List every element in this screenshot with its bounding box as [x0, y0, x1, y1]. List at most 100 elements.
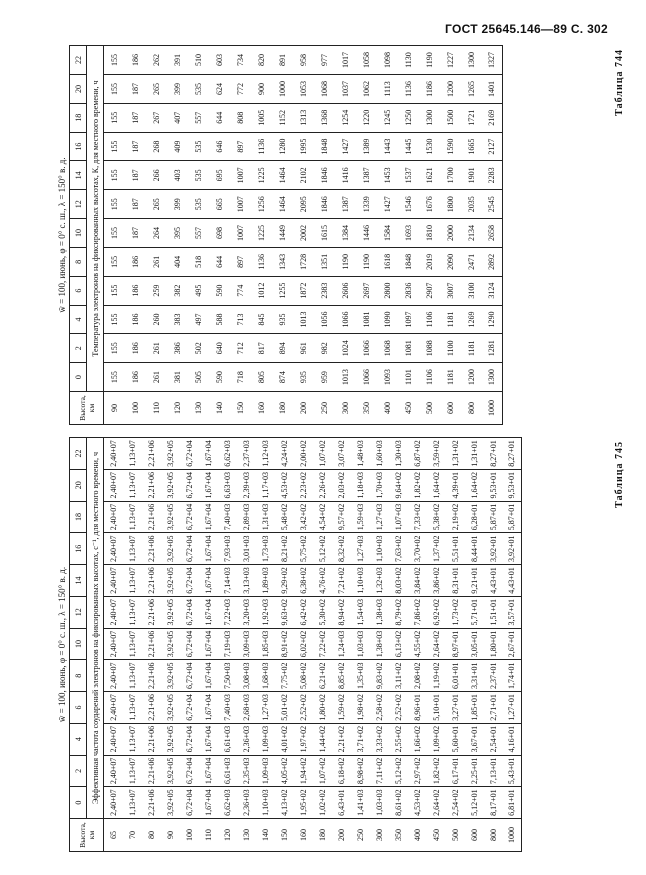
value-cell: 6,72+04 — [179, 755, 199, 787]
data-row: 300 1013 1024 1066 2606 1190 1384 1387 1416 1427 1… — [334, 45, 356, 425]
value-cell: 1,67+04 — [198, 596, 218, 629]
subheader: Температура электронов на фиксированных … — [86, 45, 104, 392]
value-cell: 1872 — [292, 276, 314, 306]
value-cell: 590 — [208, 276, 230, 306]
value-cell: 1,07+02 — [312, 437, 332, 470]
value-cell: 1,89+03 — [255, 564, 275, 597]
value-cell: 1130 — [397, 45, 419, 75]
value-cell: 3,92+01 — [483, 532, 503, 565]
value-cell: 1,09+02 — [426, 723, 446, 756]
data-row: 1000 1300 1281 1290 3124 2892 2658 2545 2283 2127… — [481, 45, 503, 425]
data-row: 350 1066 1066 1081 2697 1190 1446 1339 1387 1389 1… — [355, 45, 377, 425]
value-cell: 3,09+03 — [236, 628, 256, 660]
value-cell: 557 — [187, 103, 209, 133]
value-cell: 1537 — [397, 161, 419, 190]
value-cell: 1389 — [355, 132, 377, 161]
value-cell: 5,87+01 — [502, 501, 522, 533]
value-cell: 2,97+02 — [407, 755, 427, 787]
value-cell: 1,03+03 — [350, 628, 370, 660]
data-row: 130 2,36+03 2,35+03 2,36+03 2,68+03 3,08+03 3,… — [236, 437, 256, 852]
value-cell: 187 — [124, 103, 146, 133]
value-cell: 3,92+05 — [160, 691, 180, 724]
value-cell: 1000 — [271, 74, 293, 104]
table-caption: w̄ = 100, июнь, φ = 0° с. ш., λ = 150° в… — [57, 566, 67, 723]
height-cell: 300 — [369, 818, 389, 852]
value-cell: 9,53+01 — [483, 469, 503, 502]
header-row: Высота, км 0 2 4 6 8 10 12 14 16 18 20 22 — [69, 45, 104, 425]
data-row: 100 6,72+04 6,72+04 6,72+04 6,72+04 6,72+04 6,… — [179, 437, 199, 852]
value-cell: 1,10+03 — [255, 786, 275, 819]
value-cell: 1098 — [376, 45, 398, 75]
value-cell: 1017 — [334, 45, 356, 75]
value-cell: 5,87+01 — [483, 501, 503, 533]
value-cell: 713 — [229, 305, 251, 334]
value-cell: 1066 — [334, 305, 356, 334]
value-cell: 1081 — [397, 333, 419, 363]
value-cell: 1700 — [439, 161, 461, 190]
time-header: 12 — [69, 189, 87, 219]
value-cell: 1058 — [355, 45, 377, 75]
value-cell: 1,13+07 — [122, 755, 142, 787]
data-row: 450 2,64+02 1,82+02 1,09+02 5,10+01 1,19+02 2,… — [426, 437, 446, 852]
value-cell: 2,40+07 — [103, 564, 123, 597]
value-cell: 1,70+03 — [369, 469, 389, 502]
time-header: 4 — [69, 305, 87, 334]
value-cell: 3,07+02 — [331, 437, 351, 470]
table-block: w̄ = 100, июнь, φ = 0° с. ш., λ = 150° в… — [55, 437, 625, 852]
value-cell: 2,54+02 — [445, 786, 465, 819]
value-cell: 155 — [103, 45, 125, 75]
height-cell: 100 — [124, 391, 146, 425]
value-cell: 3,33+02 — [369, 723, 389, 756]
value-cell: 1,67+04 — [198, 755, 218, 787]
data-row: 500 1106 1088 1106 2907 2019 1810 1676 1621 1530 1… — [418, 45, 440, 425]
value-cell: 2,64+02 — [426, 628, 446, 660]
value-cell: 2,25+01 — [464, 755, 484, 787]
value-cell: 603 — [208, 45, 230, 75]
value-cell: 6,61+03 — [217, 755, 237, 787]
value-cell: 1368 — [313, 103, 335, 133]
value-cell: 624 — [208, 74, 230, 104]
value-cell: 261 — [145, 333, 167, 363]
value-cell: 2,37+03 — [236, 437, 256, 470]
value-cell: 7,50+03 — [217, 659, 237, 692]
value-cell: 155 — [103, 362, 125, 392]
value-cell: 2,21+02 — [331, 723, 351, 756]
value-cell: 961 — [292, 333, 314, 363]
value-cell: 1,67+04 — [198, 786, 218, 819]
value-cell: 155 — [103, 161, 125, 190]
value-cell: 1,67+04 — [198, 501, 218, 533]
value-cell: 3,05+01 — [464, 628, 484, 660]
value-cell: 155 — [103, 218, 125, 248]
value-cell: 1,13+07 — [122, 659, 142, 692]
value-cell: 1,51+01 — [483, 596, 503, 629]
header-row: Высота, км 0 2 4 6 8 10 12 14 16 18 20 22 — [69, 437, 104, 852]
value-cell: 265 — [145, 74, 167, 104]
value-cell: 2,21+06 — [141, 628, 161, 660]
height-cell: 450 — [426, 818, 446, 852]
value-cell: 1225 — [250, 161, 272, 190]
time-header: 8 — [69, 659, 87, 692]
value-cell: 7,22+03 — [217, 596, 237, 629]
value-cell: 1618 — [376, 247, 398, 277]
value-cell: 1190 — [355, 247, 377, 277]
value-cell: 510 — [187, 45, 209, 75]
value-cell: 1227 — [439, 45, 461, 75]
value-cell: 1800 — [439, 189, 461, 219]
value-cell: 2,40+07 — [103, 786, 123, 819]
value-cell: 977 — [313, 45, 335, 75]
height-cell: 120 — [217, 818, 237, 852]
data-row: 70 1,13+07 1,13+07 1,13+07 1,13+07 1,13+07 1,1… — [122, 437, 142, 852]
value-cell: 381 — [166, 362, 188, 392]
value-cell: 2,36+03 — [236, 723, 256, 756]
value-cell: 3,92+05 — [160, 723, 180, 756]
value-cell: 3,92+05 — [160, 469, 180, 502]
height-cell: 140 — [208, 391, 230, 425]
value-cell: 5,12+02 — [388, 755, 408, 787]
value-cell: 3,86+02 — [426, 564, 446, 597]
value-cell: 1200 — [439, 74, 461, 104]
value-cell: 5,60+01 — [445, 723, 465, 756]
value-cell: 2,58+02 — [369, 691, 389, 724]
value-cell: 3,20+03 — [236, 596, 256, 629]
value-cell: 1,67+04 — [198, 691, 218, 724]
value-cell: 1066 — [355, 362, 377, 392]
